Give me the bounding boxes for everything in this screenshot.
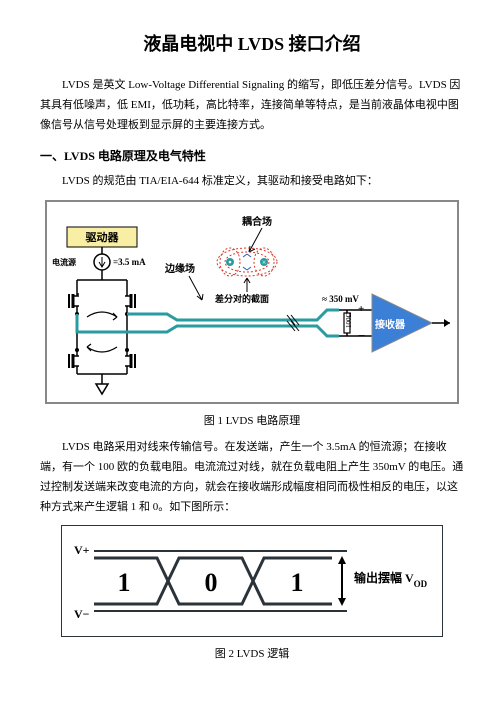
receiver-label: 接收器 [375,318,406,331]
driver-label: 驱动器 [86,230,120,244]
document-title: 液晶电视中 LVDS 接口介绍 [40,30,464,56]
figure-2-caption: 图 2 LVDS 逻辑 [40,645,464,661]
diff-pair-label: 差分对的截面 [215,293,269,304]
bit-1-left: 1 [118,568,131,597]
document-page: 液晶电视中 LVDS 接口介绍 LVDS 是英文 Low-Voltage Dif… [0,0,504,701]
figure-1-caption: 图 1 LVDS 电路原理 [40,412,464,428]
impedance-label: 100Ω [345,312,353,328]
bit-0: 0 [205,568,218,597]
vplus-label: V+ [74,543,90,557]
plus-sign: + [358,303,364,315]
intro-paragraph: LVDS 是英文 Low-Voltage Differential Signal… [40,76,464,135]
bit-1-right: 1 [291,568,304,597]
coupling-field-label: 耦合场 [242,215,272,228]
fringe-field-label: 边缘场 [164,262,195,275]
figure-2-logic-diagram: V+ V− 1 0 1 输出摆幅 VOD [61,525,443,637]
voltage-label: ≈ 350 mV [322,294,359,304]
current-value-label: =3.5 mA [113,257,146,267]
output-swing-label: 输出摆幅 VOD [354,570,428,589]
field-pattern-icon: × [217,248,277,276]
wire-positive [127,310,339,320]
figure-1-circuit-diagram: 驱动器 电流源 =3.5 mA [45,200,459,404]
svg-text:×: × [262,258,267,267]
vminus-label: V− [74,607,90,621]
section-1-paragraph-2: LVDS 电路采用对线来传输信号。在发送端，产生一个 3.5mA 的恒流源；在接… [40,438,464,517]
current-source-label: 电流源 [52,257,76,267]
section-1-paragraph-1: LVDS 的规范由 TIA/EIA-644 标准定义，其驱动和接受电路如下： [40,172,464,192]
ground-icon [96,384,108,394]
section-1-heading: 一、LVDS 电路原理及电气特性 [40,147,464,164]
